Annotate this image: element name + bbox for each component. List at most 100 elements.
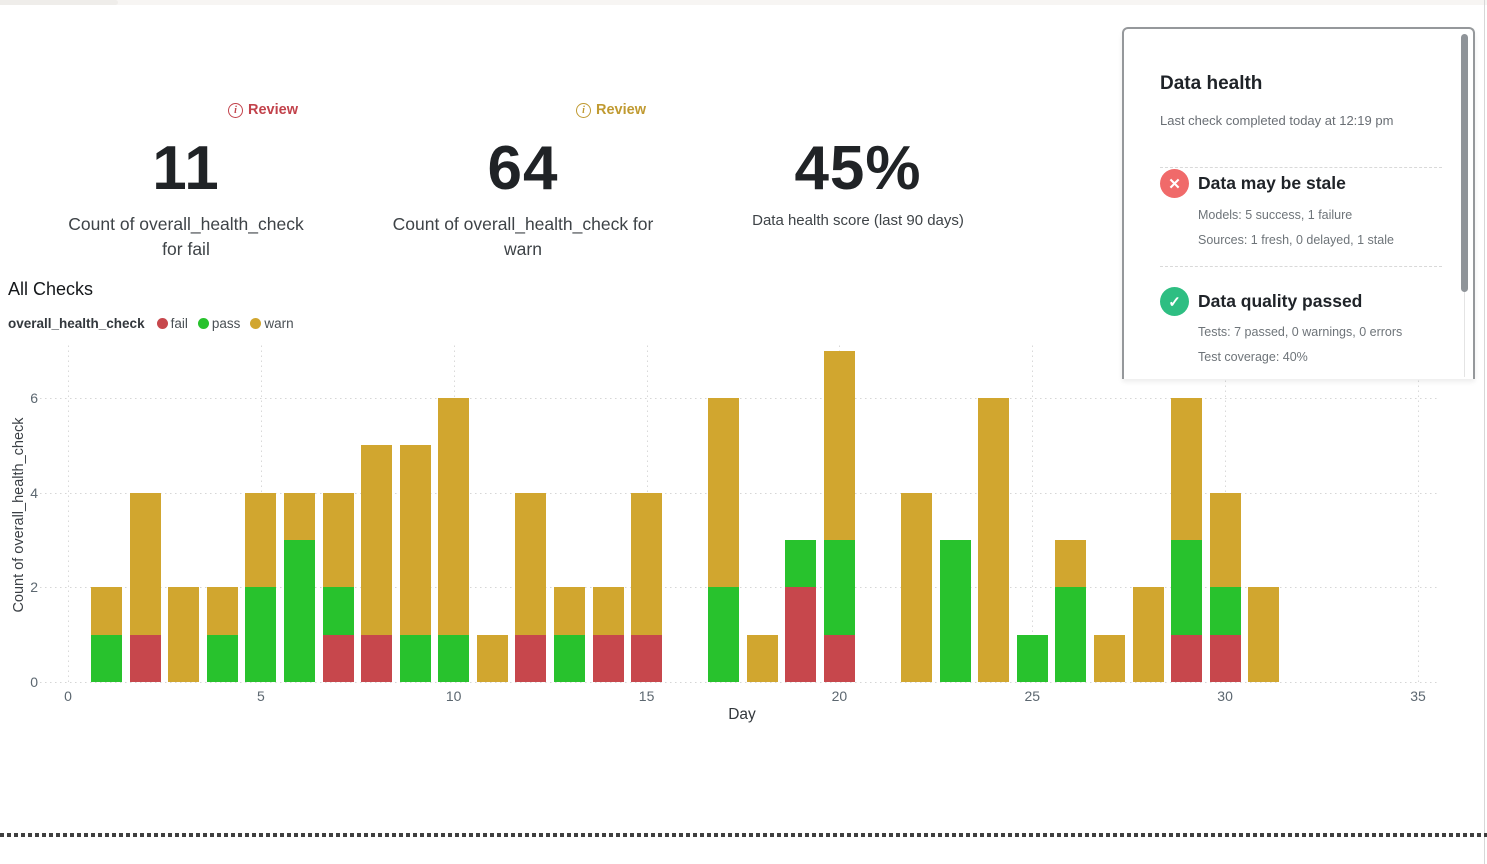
bar-day26-warn[interactable] bbox=[1055, 540, 1087, 588]
bar-day31-warn[interactable] bbox=[1248, 587, 1280, 682]
y-tick-label: 0 bbox=[30, 674, 38, 690]
fail-count-value: 11 bbox=[152, 134, 220, 203]
bar-day24-warn[interactable] bbox=[978, 398, 1010, 682]
chart-section-title: All Checks bbox=[8, 279, 94, 299]
warn-count-value: 64 bbox=[487, 134, 559, 203]
bar-day20-warn[interactable] bbox=[823, 350, 855, 540]
divider bbox=[1160, 266, 1442, 267]
bar-day1-warn[interactable] bbox=[91, 587, 123, 635]
bar-day2-fail[interactable] bbox=[129, 634, 161, 682]
x-tick-label: 15 bbox=[638, 688, 655, 704]
top-border-strip bbox=[0, 0, 1487, 5]
bar-day9-pass[interactable] bbox=[399, 634, 431, 682]
x-axis-title: Day bbox=[728, 706, 756, 723]
bar-day29-fail[interactable] bbox=[1171, 634, 1203, 682]
y-tick-label: 4 bbox=[30, 484, 38, 501]
bar-day18-warn[interactable] bbox=[746, 634, 778, 682]
x-tick-label: 10 bbox=[445, 688, 462, 704]
bar-day12-warn[interactable] bbox=[515, 492, 547, 635]
bar-day30-pass[interactable] bbox=[1209, 587, 1241, 635]
bar-day17-pass[interactable] bbox=[708, 587, 740, 682]
bar-day10-warn[interactable] bbox=[438, 398, 470, 635]
bar-day3-warn[interactable] bbox=[168, 587, 200, 682]
bar-day13-warn[interactable] bbox=[553, 587, 585, 635]
y-axis-title: Count of overall_health_check bbox=[11, 417, 27, 613]
bar-day5-pass[interactable] bbox=[245, 587, 277, 682]
bar-day4-pass[interactable] bbox=[206, 634, 238, 682]
x-tick-label: 0 bbox=[64, 688, 72, 704]
bar-day11-warn[interactable] bbox=[476, 634, 508, 682]
bar-day15-fail[interactable] bbox=[631, 634, 663, 682]
bar-day30-fail[interactable] bbox=[1209, 634, 1241, 682]
y-gridline bbox=[40, 492, 1440, 494]
bar-day30-warn[interactable] bbox=[1209, 492, 1241, 588]
bar-day25-pass[interactable] bbox=[1016, 634, 1048, 682]
bar-day22-warn[interactable] bbox=[901, 492, 933, 682]
info-icon: i bbox=[576, 102, 591, 118]
bar-day26-pass[interactable] bbox=[1055, 587, 1087, 682]
bar-day19-pass[interactable] bbox=[785, 540, 817, 588]
bar-day29-pass[interactable] bbox=[1171, 540, 1203, 635]
bar-day2-warn[interactable] bbox=[129, 492, 161, 635]
review-badge-label: Review bbox=[596, 102, 646, 118]
legend-item-pass[interactable]: pass bbox=[197, 316, 241, 331]
bar-day7-pass[interactable] bbox=[322, 587, 354, 635]
x-tick-label: 5 bbox=[256, 688, 265, 704]
x-circle-icon: ✕ bbox=[1160, 169, 1189, 198]
bar-day28-warn[interactable] bbox=[1132, 587, 1164, 682]
x-tick-label: 20 bbox=[831, 688, 848, 704]
bar-day19-fail[interactable] bbox=[785, 587, 817, 682]
x-gridline bbox=[68, 344, 69, 682]
bar-day27-warn[interactable] bbox=[1093, 634, 1125, 682]
check-circle-icon: ✓ bbox=[1160, 287, 1189, 316]
legend-label: pass bbox=[211, 316, 241, 331]
bar-day6-warn[interactable] bbox=[283, 492, 315, 540]
bar-day1-pass[interactable] bbox=[91, 634, 123, 682]
bar-day23-pass[interactable] bbox=[939, 540, 971, 682]
chart-legend: overall_health_check fail pass warn bbox=[8, 316, 294, 331]
status-line-tests: Tests: 7 passed, 0 warnings, 0 errors bbox=[1198, 325, 1403, 339]
review-badge-warn[interactable]: i Review bbox=[576, 102, 646, 118]
bar-day10-pass[interactable] bbox=[438, 634, 470, 682]
metric-warn-count: 64 Count of overall_health_check for war… bbox=[373, 138, 673, 262]
panel-subtitle: Last check completed today at 12:19 pm bbox=[1160, 113, 1394, 128]
bar-day17-warn[interactable] bbox=[708, 398, 740, 588]
top-border-strip-segment bbox=[0, 0, 118, 5]
warn-count-label: Count of overall_health_check for warn bbox=[392, 214, 654, 259]
y-gridline bbox=[40, 587, 1440, 589]
x-gridline bbox=[1418, 344, 1419, 682]
status-title-stale: Data may be stale bbox=[1198, 173, 1346, 193]
bar-day7-warn[interactable] bbox=[322, 492, 354, 588]
legend-item-warn[interactable]: warn bbox=[250, 316, 294, 331]
pass-dot-icon bbox=[197, 318, 209, 329]
bar-day4-warn[interactable] bbox=[206, 587, 238, 635]
bar-day20-fail[interactable] bbox=[823, 634, 855, 682]
bar-day20-pass[interactable] bbox=[823, 540, 855, 635]
bar-day14-fail[interactable] bbox=[592, 634, 624, 682]
bar-day9-warn[interactable] bbox=[399, 445, 431, 635]
health-score-value: 45% bbox=[794, 134, 922, 203]
health-score-label: Data health score (last 90 days) bbox=[752, 212, 964, 229]
bar-day12-fail[interactable] bbox=[515, 634, 547, 682]
y-tick-label: 2 bbox=[30, 579, 38, 596]
metric-health-score: 45% Data health score (last 90 days) bbox=[698, 138, 1018, 231]
legend-series-group: overall_health_check bbox=[8, 316, 145, 331]
fail-dot-icon bbox=[156, 318, 168, 329]
legend-item-fail[interactable]: fail bbox=[156, 316, 188, 331]
bar-day29-warn[interactable] bbox=[1171, 398, 1203, 540]
y-gridline bbox=[40, 682, 1440, 683]
panel-scrollbar-thumb[interactable] bbox=[1461, 34, 1468, 292]
status-line-models: Models: 5 success, 1 failure bbox=[1198, 208, 1353, 222]
review-badge-fail[interactable]: i Review bbox=[228, 102, 298, 118]
bar-day8-fail[interactable] bbox=[361, 634, 393, 682]
bar-day14-warn[interactable] bbox=[592, 587, 624, 635]
bottom-dashed-divider bbox=[0, 833, 1487, 837]
bar-day8-warn[interactable] bbox=[361, 445, 393, 635]
divider bbox=[1160, 167, 1442, 168]
bar-day13-pass[interactable] bbox=[553, 634, 585, 682]
bar-day6-pass[interactable] bbox=[283, 540, 315, 682]
bar-day5-warn[interactable] bbox=[245, 492, 277, 588]
bar-day15-warn[interactable] bbox=[631, 492, 663, 635]
bar-day7-fail[interactable] bbox=[322, 634, 354, 682]
